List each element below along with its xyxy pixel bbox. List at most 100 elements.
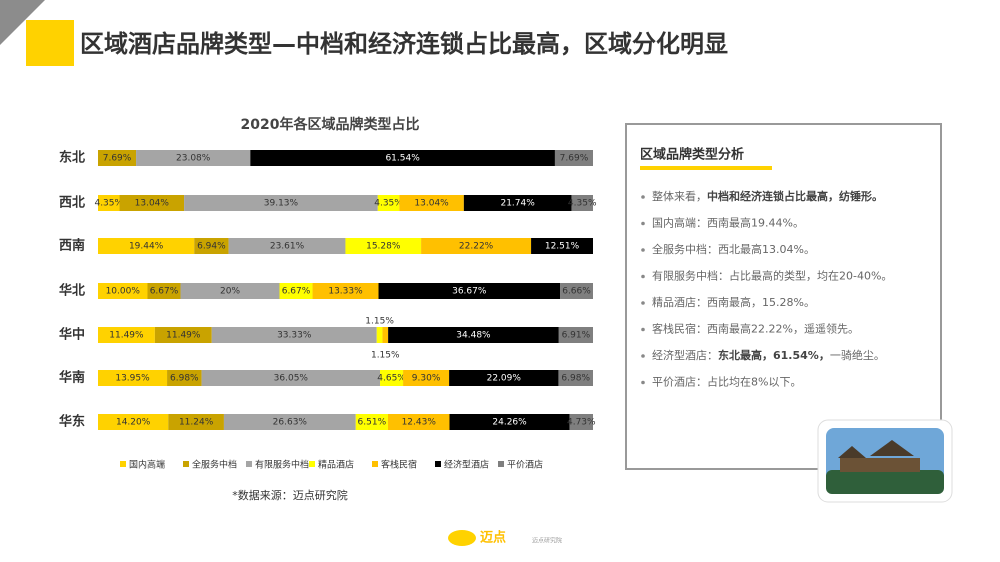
data-label: 11.24% bbox=[179, 418, 214, 428]
bar-segment bbox=[250, 150, 555, 166]
y-tick-label: 西南 bbox=[59, 238, 85, 254]
y-tick-label: 华东 bbox=[59, 414, 85, 430]
bullet-part: 经济型酒店： bbox=[652, 348, 718, 362]
bar-segment bbox=[449, 414, 570, 430]
legend-swatch bbox=[183, 461, 189, 467]
bar-segment bbox=[194, 238, 229, 254]
data-label: 23.08% bbox=[176, 154, 211, 164]
legend-swatch bbox=[372, 461, 378, 467]
data-label: 13.33% bbox=[328, 287, 363, 297]
bar-segment bbox=[211, 327, 377, 343]
data-label: 36.67% bbox=[452, 287, 487, 297]
data-label: 4.35% bbox=[568, 199, 597, 209]
bar-segment bbox=[345, 238, 422, 254]
bar-segment bbox=[388, 327, 559, 343]
bullet-part: 精品酒店：西南最高，15.28%。 bbox=[652, 295, 815, 309]
bullet-part: 中档和经济连锁占比最高，纺锤形。 bbox=[707, 189, 883, 203]
data-label: 22.22% bbox=[459, 242, 494, 252]
bar-segment bbox=[98, 150, 137, 166]
data-label: 12.43% bbox=[402, 418, 437, 428]
bullet-text: 精品酒店：西南最高，15.28%。 bbox=[652, 295, 815, 309]
panel-title: 区域品牌类型分析 bbox=[640, 147, 744, 163]
data-label: 23.61% bbox=[270, 242, 305, 252]
bar-segment bbox=[403, 370, 450, 386]
legend-swatch bbox=[435, 461, 441, 467]
data-label: 36.05% bbox=[274, 374, 309, 384]
data-label: 4.65% bbox=[377, 374, 406, 384]
data-label: 7.69% bbox=[560, 154, 589, 164]
data-label: 13.04% bbox=[414, 199, 449, 209]
data-label: 13.95% bbox=[115, 374, 150, 384]
bar-segment bbox=[463, 195, 572, 211]
bar-segment bbox=[98, 283, 148, 299]
legend-swatch bbox=[246, 461, 252, 467]
bullet-part: 东北最高，61.54%， bbox=[718, 348, 830, 362]
bar-segment bbox=[387, 414, 450, 430]
data-label: 4.73% bbox=[567, 418, 596, 428]
bullet-part: 有限服务中档：占比最高的类型，均在20-40%。 bbox=[652, 269, 892, 283]
bullet-dot bbox=[641, 301, 645, 305]
data-label: 6.98% bbox=[170, 374, 199, 384]
data-label: 34.48% bbox=[456, 331, 491, 341]
title-marker bbox=[26, 20, 74, 66]
bar-segment bbox=[98, 370, 168, 386]
bullet-text: 全服务中档：西北最高13.04%。 bbox=[652, 242, 815, 256]
bar-segment bbox=[98, 414, 169, 430]
bullet-part: 全服务中档：西北最高13.04%。 bbox=[652, 242, 815, 256]
data-label: 61.54% bbox=[385, 154, 420, 164]
legend-swatch bbox=[120, 461, 126, 467]
bullet-dot bbox=[641, 274, 645, 279]
slide-title: 区域酒店品牌类型—中档和经济连锁占比最高，区域分化明显 bbox=[80, 30, 728, 58]
data-label: 20% bbox=[220, 287, 240, 297]
bullet-dot bbox=[641, 195, 645, 199]
bar-segment bbox=[98, 238, 195, 254]
bullet-text: 客栈民宿：西南最高22.22%，遥遥领先。 bbox=[652, 322, 859, 336]
source-note: *数据来源：迈点研究院 bbox=[232, 488, 348, 502]
bar-segment bbox=[399, 195, 464, 211]
data-label: 11.49% bbox=[166, 331, 201, 341]
bullet-part: 国内高端：西南最高19.44%。 bbox=[652, 216, 804, 230]
footer-logo: 迈点 迈点研究院 bbox=[448, 530, 562, 546]
corner-decoration bbox=[0, 0, 45, 45]
bar-segment bbox=[378, 283, 561, 299]
bullet-text: 国内高端：西南最高19.44%。 bbox=[652, 216, 804, 230]
data-label: 4.35% bbox=[374, 199, 403, 209]
data-label: 6.51% bbox=[358, 418, 387, 428]
bar-segment bbox=[201, 370, 381, 386]
data-label: 11.49% bbox=[109, 331, 144, 341]
bar-segment bbox=[376, 327, 383, 343]
data-label: 9.30% bbox=[412, 374, 441, 384]
panel-title-underline bbox=[640, 166, 772, 170]
bullet-dot bbox=[641, 327, 645, 332]
y-tick-label: 华中 bbox=[59, 327, 85, 343]
data-label: 12.51% bbox=[545, 242, 580, 252]
data-label: 10.00% bbox=[106, 287, 141, 297]
bar-segment bbox=[449, 370, 559, 386]
bar-segment bbox=[154, 327, 212, 343]
bar-segment bbox=[279, 283, 313, 299]
bullet-part: 整体来看， bbox=[652, 189, 707, 203]
bullet-part: 一骑绝尘。 bbox=[830, 348, 885, 362]
panel-frame bbox=[625, 123, 942, 470]
legend-label: 有限服务中档 bbox=[255, 459, 309, 471]
bar-segment bbox=[558, 370, 593, 386]
bar-segment bbox=[223, 414, 356, 430]
logo-text: 迈点 bbox=[480, 530, 506, 546]
y-tick-label: 东北 bbox=[59, 150, 85, 166]
bar-segment bbox=[531, 238, 593, 254]
bar-segment bbox=[98, 195, 120, 211]
data-label: 33.33% bbox=[277, 331, 312, 341]
data-label: 14.20% bbox=[116, 418, 151, 428]
data-label: 6.98% bbox=[561, 374, 590, 384]
data-label: 6.66% bbox=[562, 287, 591, 297]
bar-segment bbox=[180, 283, 280, 299]
bar-segment bbox=[136, 150, 251, 166]
data-label: 19.44% bbox=[129, 242, 164, 252]
bar-segment bbox=[377, 195, 400, 211]
bar-segment bbox=[421, 238, 532, 254]
y-tick-label: 华北 bbox=[59, 283, 85, 299]
bar-segment bbox=[119, 195, 185, 211]
data-label: 21.74% bbox=[500, 199, 535, 209]
data-label: 4.35% bbox=[94, 199, 123, 209]
